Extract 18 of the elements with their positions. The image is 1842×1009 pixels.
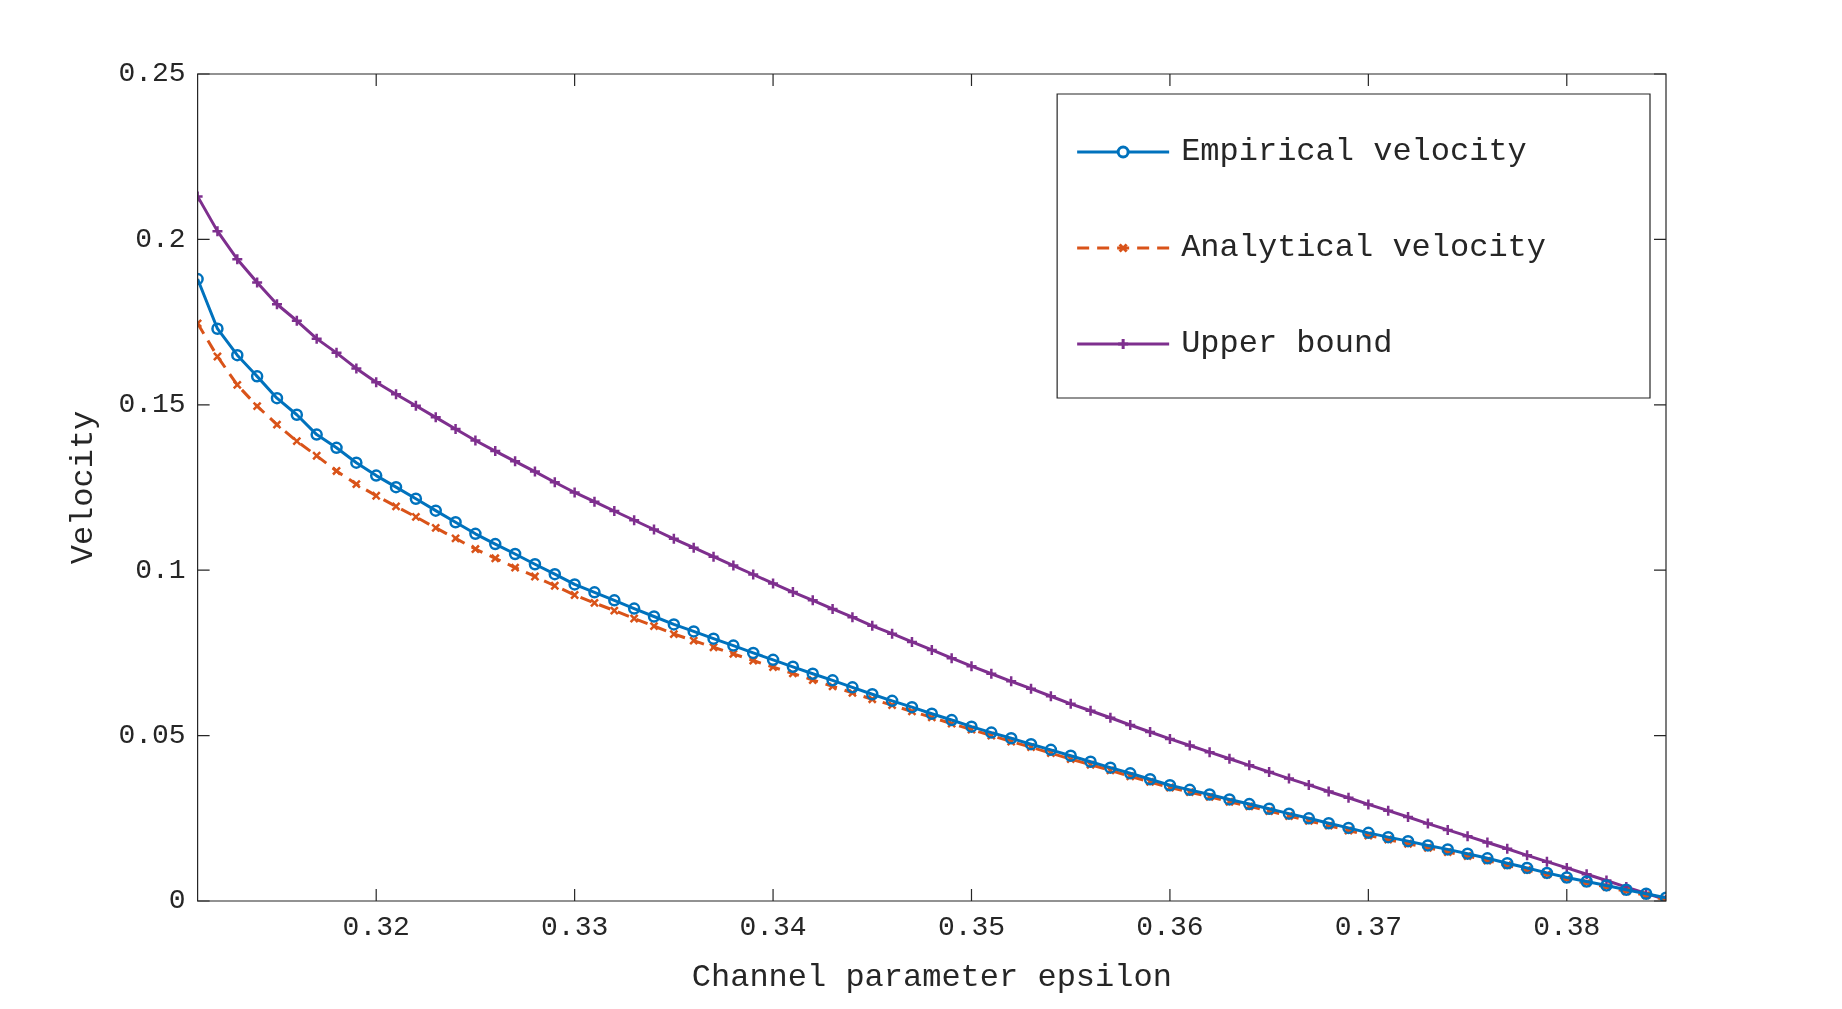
y-tick-label: 0.15 [118,389,186,421]
x-tick-label: 0.32 [342,912,410,944]
y-tick-label: 0.1 [135,554,186,586]
legend-label: Empirical velocity [1181,133,1527,171]
x-tick-label: 0.37 [1334,912,1402,944]
legend-label: Upper bound [1181,325,1393,363]
x-tick-label: 0.36 [1136,912,1204,944]
x-tick-label: 0.38 [1533,912,1601,944]
x-tick-label: 0.35 [937,912,1006,944]
legend-label: Analytical velocity [1181,229,1546,267]
x-axis-title: Channel parameter epsilon [691,959,1172,997]
y-tick-label: 0.05 [118,720,186,752]
y-tick-label: 0.25 [118,58,186,90]
y-axis-title: Velocity [64,410,102,565]
x-tick-label: 0.33 [541,912,609,944]
y-tick-label: 0.2 [135,223,186,255]
x-tick-label: 0.34 [739,912,807,944]
y-tick-label: 0 [168,885,186,917]
